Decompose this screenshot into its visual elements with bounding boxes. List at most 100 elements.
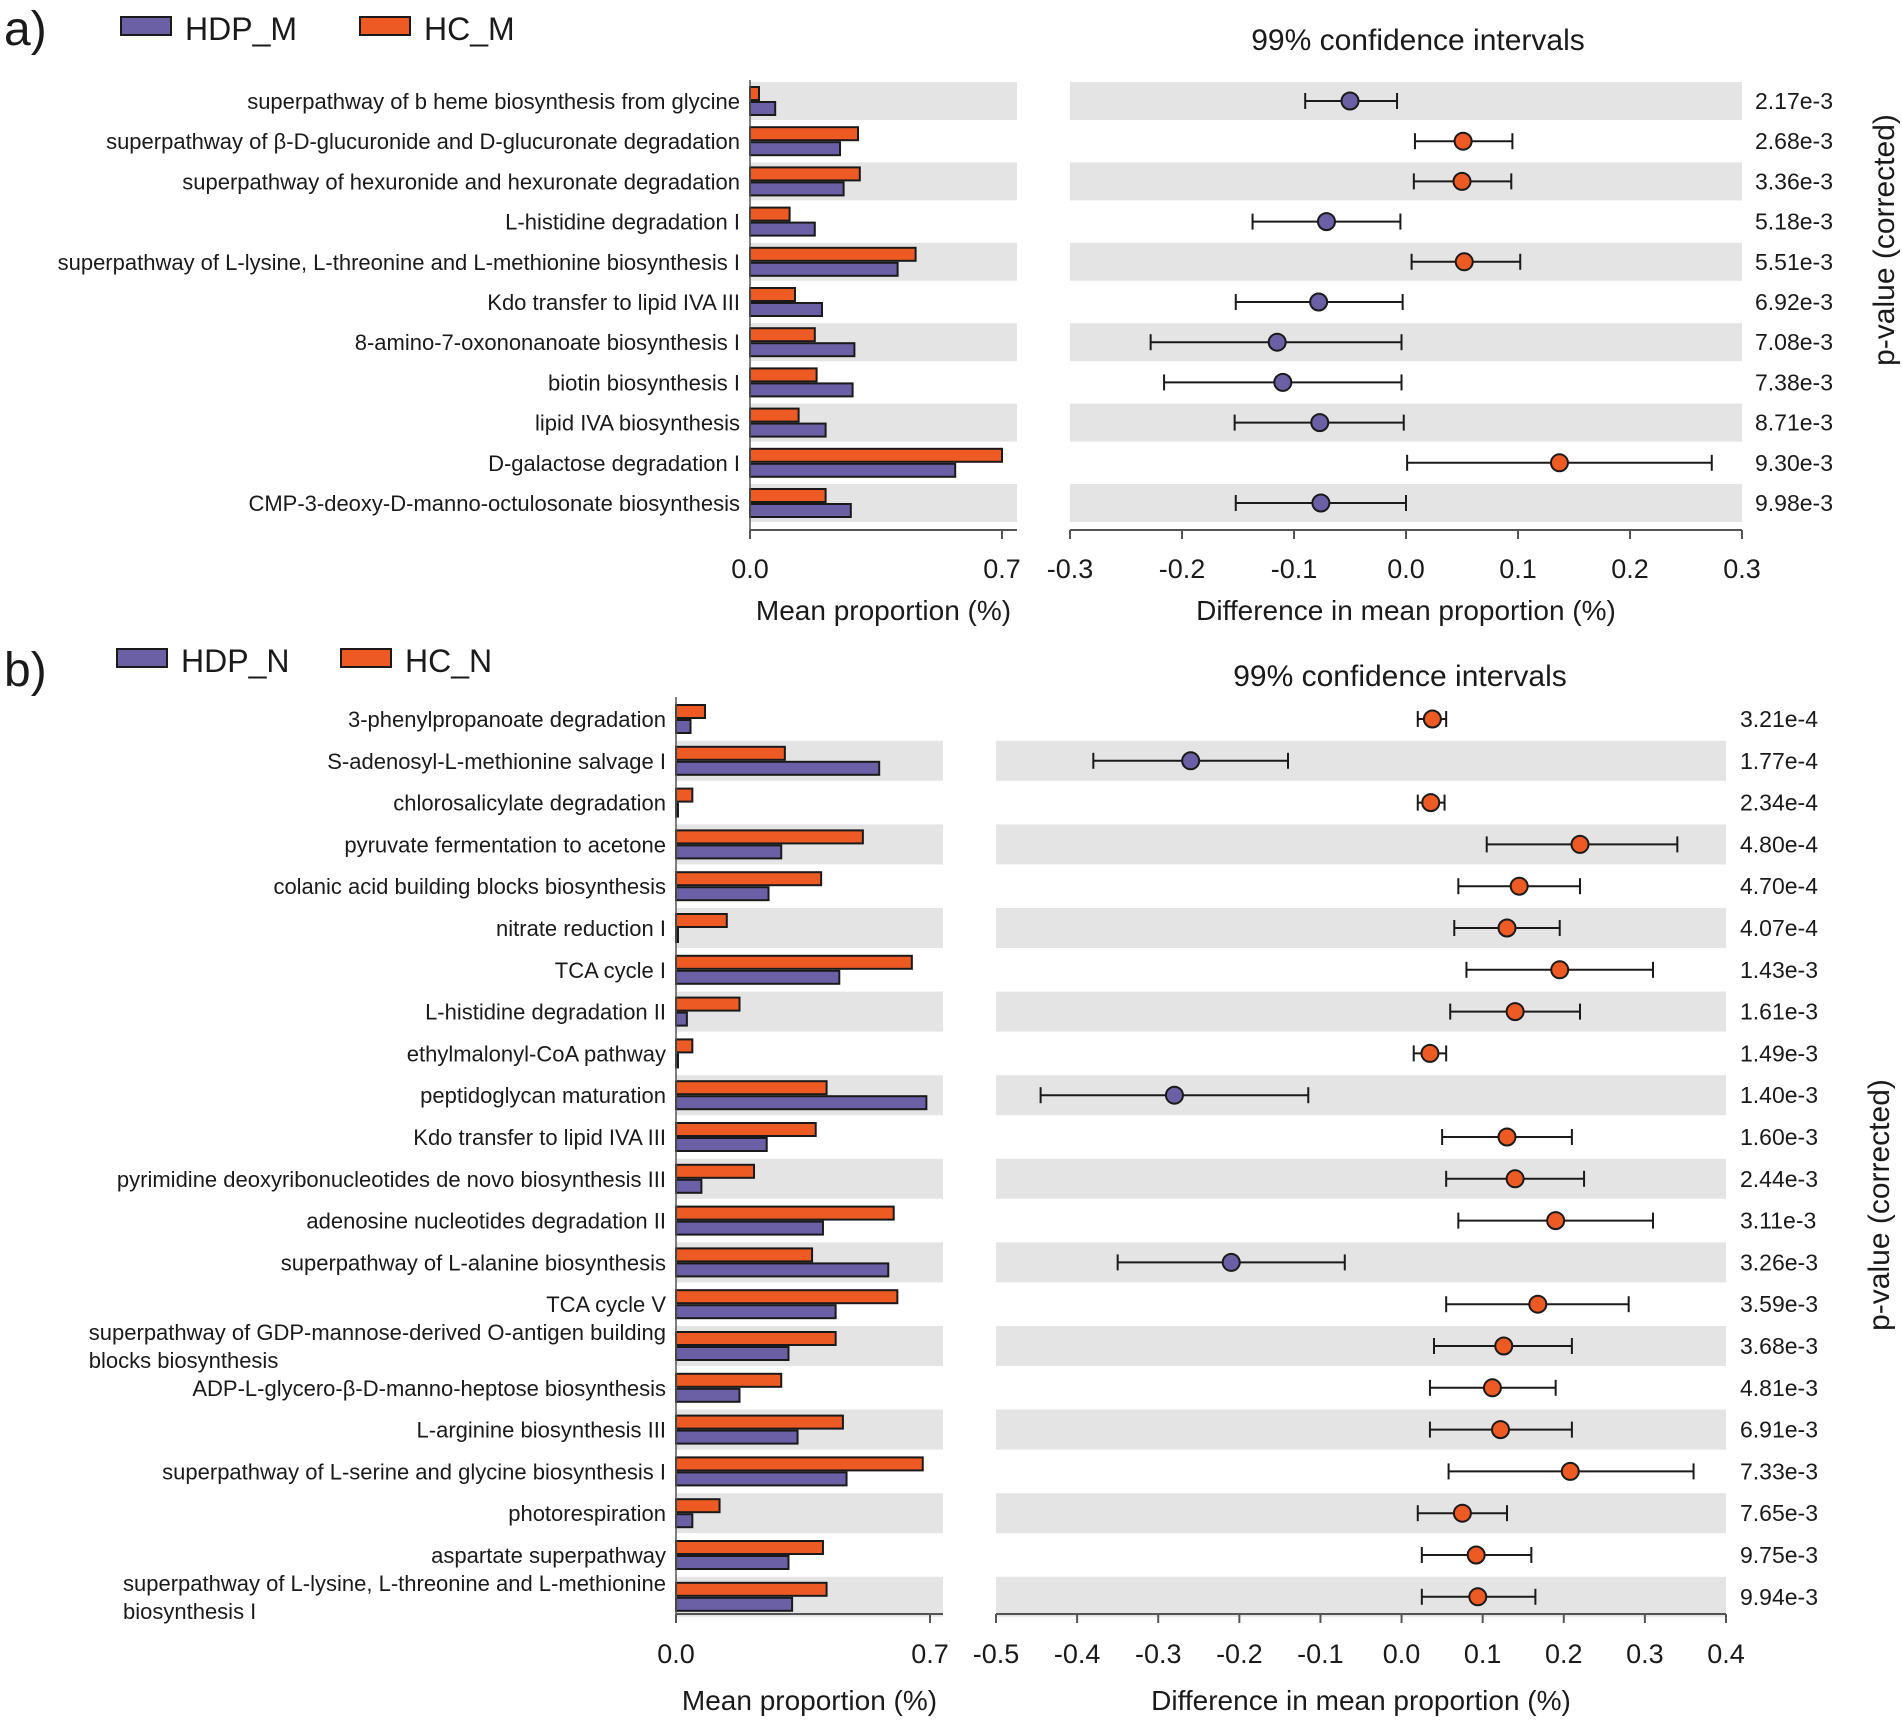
bar-hc: [675, 1498, 721, 1514]
bar-hdp: [675, 1262, 890, 1278]
row: 8-amino-7-oxononanoate biosynthesis I 7.0…: [355, 323, 1833, 362]
row-label: photorespiration: [508, 1501, 666, 1526]
diff-point: [1509, 876, 1529, 896]
p-value: 7.38e-3: [1755, 369, 1833, 395]
legend-label-hc: HC_M: [424, 11, 515, 47]
bar-hc: [675, 1414, 844, 1430]
p-value: 2.68e-3: [1755, 128, 1833, 154]
row-label: ADP-L-glycero-β-D-manno-heptose biosynth…: [192, 1376, 666, 1401]
p-value: 7.65e-3: [1740, 1500, 1818, 1526]
bar-hdp: [675, 760, 881, 776]
ci-title: 99% confidence intervals: [1251, 24, 1585, 57]
bar-hdp: [675, 886, 770, 902]
diff-point: [1453, 131, 1473, 151]
row: aspartate superpathway 9.75e-3: [431, 1540, 1818, 1570]
pvalue-axis-label: p-value (corrected): [1863, 1079, 1896, 1331]
legend-label-hdp: HDP_N: [181, 643, 289, 679]
diff-point: [1466, 1545, 1486, 1565]
p-value: 4.80e-4: [1740, 831, 1818, 857]
bar-hc: [675, 871, 823, 887]
row: ethylmalonyl-CoA pathway 1.49e-3: [407, 1038, 1818, 1069]
bar-hdp: [675, 1513, 694, 1529]
row-label: Kdo transfer to lipid IVA III: [413, 1125, 666, 1150]
diff-axis: -0.5 -0.4 -0.3 -0.2 -0.1 0.0 0.1 0.2 0.3 0.4 Diffe…: [973, 1613, 1745, 1716]
row: Kdo transfer to lipid IVA III 1.60e-3: [413, 1122, 1818, 1152]
ci-title: 99% confidence intervals: [1233, 660, 1567, 693]
row: superpathway of L-lysine, L-threonine an…: [58, 242, 1833, 281]
legend-swatch-hdp: [120, 16, 172, 36]
p-value: 2.44e-3: [1740, 1166, 1818, 1192]
bar-hdp: [675, 1596, 794, 1612]
diff-axis-tick-label: -0.2: [1216, 1639, 1263, 1669]
bar-hc: [675, 954, 913, 970]
row-label: aspartate superpathway: [431, 1543, 666, 1568]
diff-point: [1454, 252, 1474, 272]
diff-axis-tick-label: -0.1: [1297, 1639, 1344, 1669]
bar-hc: [675, 1372, 783, 1388]
p-value: 6.92e-3: [1755, 289, 1833, 315]
legend-swatch-hc: [359, 16, 411, 36]
diff-point: [1468, 1587, 1488, 1607]
diff-point: [1267, 332, 1287, 352]
bar-hc: [749, 367, 818, 383]
p-value: 5.51e-3: [1755, 249, 1833, 275]
row-label: D-galactose degradation I: [488, 451, 740, 476]
p-value: 2.34e-4: [1740, 790, 1818, 816]
p-value: 4.81e-3: [1740, 1375, 1818, 1401]
row-band-diff: [996, 1409, 1726, 1450]
row-band-diff: [1070, 403, 1742, 442]
p-value: 6.91e-3: [1740, 1417, 1818, 1443]
legend-label-hc: HC_N: [405, 643, 492, 679]
diff-point: [1316, 212, 1336, 232]
diff-point: [1491, 1420, 1511, 1440]
row: biotin biosynthesis I 7.38e-3: [548, 367, 1833, 398]
panel-label: b): [4, 644, 47, 697]
panel-a: a) HDP_M HC_M 99% confidence intervals super…: [4, 3, 1901, 626]
row: superpathway of hexuronide and hexuronat…: [182, 162, 1833, 201]
p-value: 1.49e-3: [1740, 1040, 1818, 1066]
bar-hc: [675, 1456, 924, 1472]
bar-axis-tick-label: 0.7: [983, 554, 1021, 584]
diff-point: [1528, 1294, 1548, 1314]
bar-hc: [675, 1289, 899, 1305]
row-label: peptidoglycan maturation: [420, 1083, 666, 1108]
bar-axis-xlabel: Mean proportion (%): [682, 1685, 937, 1716]
bar-axis-tick-label: 0.7: [911, 1639, 949, 1669]
row: colanic acid building blocks biosynthesi…: [273, 871, 1818, 902]
bar-hc: [749, 246, 917, 262]
diff-axis-tick-label: 0.0: [1383, 1639, 1421, 1669]
bar-hc: [749, 488, 827, 503]
bar-hc: [675, 829, 864, 845]
row-label: superpathway of L-serine and glycine bio…: [162, 1459, 666, 1484]
bar-hc: [675, 1038, 694, 1054]
diff-point: [1309, 292, 1329, 312]
bar-hc: [675, 996, 741, 1012]
p-value: 1.40e-3: [1740, 1082, 1818, 1108]
diff-axis-tick-label: 0.2: [1545, 1639, 1583, 1669]
bar-hc: [675, 745, 786, 761]
row-label: CMP-3-deoxy-D-manno-octulosonate biosynt…: [248, 491, 740, 516]
row-label: superpathway of b heme biosynthesis from…: [247, 89, 740, 114]
diff-point: [1164, 1085, 1184, 1105]
diff-axis-tick-label: 0.2: [1611, 554, 1649, 584]
row-band-diff: [996, 991, 1726, 1032]
bar-hc: [749, 126, 859, 142]
row: superpathway of L-serine and glycine bio…: [162, 1456, 1818, 1487]
p-value: 7.08e-3: [1755, 329, 1833, 355]
row: superpathway of L-lysine, L-threonine an…: [123, 1571, 1818, 1624]
row-band-diff: [996, 1158, 1726, 1199]
p-value: 9.94e-3: [1740, 1584, 1818, 1610]
diff-point: [1497, 1127, 1517, 1147]
row: superpathway of GDP-mannose-derived O-an…: [89, 1320, 1818, 1373]
bar-hdp: [675, 1429, 799, 1445]
row-label-line: superpathway of GDP-mannose-derived O-an…: [89, 1320, 666, 1345]
row: L-histidine degradation I 5.18e-3: [505, 206, 1833, 237]
row: CMP-3-deoxy-D-manno-octulosonate biosynt…: [248, 484, 1833, 522]
diff-point: [1482, 1378, 1502, 1398]
row-band-diff: [996, 1242, 1726, 1283]
diff-point: [1422, 709, 1442, 729]
row: TCA cycle I 1.43e-3: [555, 954, 1818, 985]
bar-hc: [749, 166, 861, 182]
diff-point: [1505, 1169, 1525, 1189]
row-label: 3-phenylpropanoate degradation: [348, 707, 666, 732]
